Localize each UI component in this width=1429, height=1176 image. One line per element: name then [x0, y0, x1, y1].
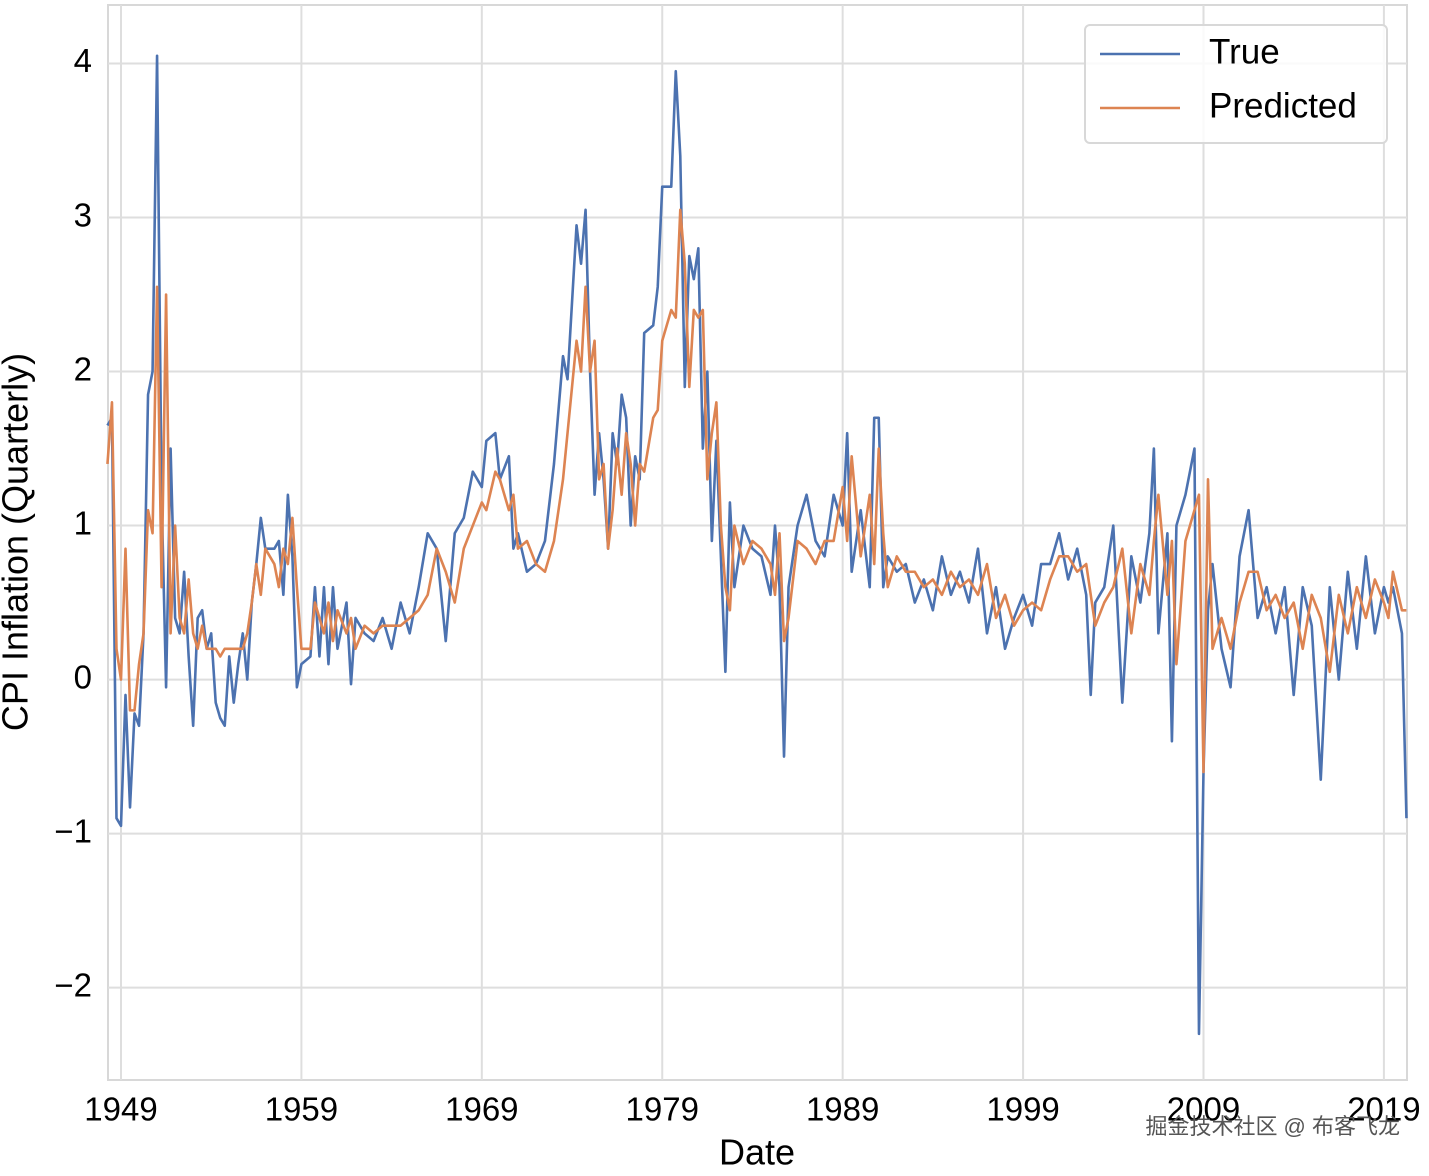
y-tick-label: 4: [74, 42, 92, 79]
y-tick-label: 2: [74, 350, 92, 387]
watermark: 掘金技术社区 @ 布客飞龙: [1145, 1114, 1400, 1139]
x-tick-label: 2009: [1167, 1091, 1240, 1128]
grid: [108, 5, 1407, 1080]
y-axis-label: CPI Inflation (Quarterly): [0, 353, 36, 731]
x-tick-label: 1999: [986, 1091, 1059, 1128]
x-axis-label: Date: [719, 1132, 795, 1171]
x-tick-label: 1989: [806, 1091, 879, 1128]
y-tick-label: 1: [74, 504, 92, 541]
legend-label: True: [1209, 32, 1280, 71]
series-line: [106, 208, 1407, 774]
x-tick-label: 1979: [626, 1091, 699, 1128]
lines: [106, 54, 1408, 1036]
y-tick-label: −1: [54, 812, 92, 849]
x-tick-label: 2019: [1347, 1091, 1420, 1128]
y-tick-label: 0: [74, 658, 92, 695]
plot-area: [107, 4, 1408, 1081]
x-tick-label: 1949: [84, 1091, 157, 1128]
x-tick-label: 1959: [265, 1091, 338, 1128]
legend-label: Predicted: [1209, 86, 1357, 125]
y-tick-label: −2: [54, 966, 92, 1003]
ticks: 1949 1959 1969 1979 1989 1999 2009 2019 −2 −1 0 1 2 3…: [54, 42, 1420, 1127]
x-tick-label: 1969: [445, 1091, 518, 1128]
legend: True Predicted: [1084, 24, 1388, 144]
y-tick-label: 3: [74, 196, 92, 233]
